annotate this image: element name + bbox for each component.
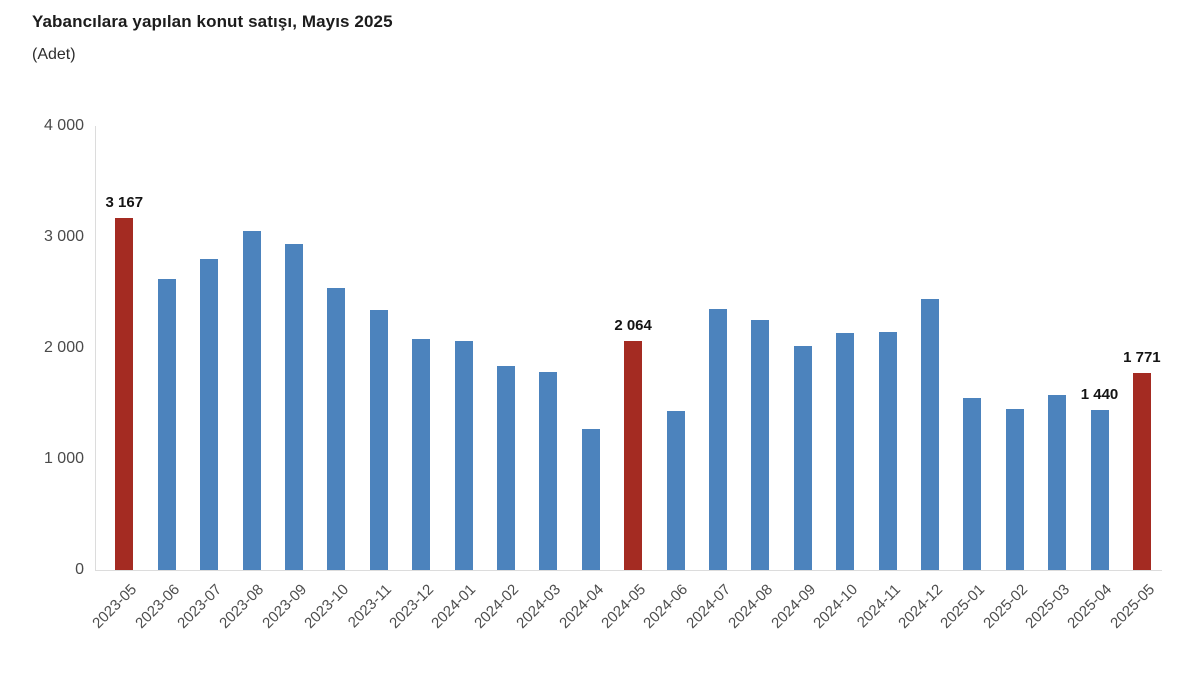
x-axis-tick-label: 2024-02 — [470, 581, 522, 632]
x-axis-tick-label: 2025-02 — [979, 581, 1031, 632]
bar-2023-07[interactable] — [200, 259, 219, 570]
x-axis-tick-label: 2023-05 — [89, 581, 141, 632]
bar-2025-03[interactable] — [1048, 395, 1067, 570]
x-axis-tick-label: 2023-12 — [386, 581, 438, 632]
x-axis-tick-label: 2023-07 — [174, 581, 226, 632]
bar-2024-11[interactable] — [878, 331, 897, 570]
y-axis-tick-label: 1 000 — [43, 450, 84, 467]
x-axis-tick-label: 2024-09 — [767, 581, 819, 632]
bar-2025-01[interactable] — [963, 398, 982, 570]
chart-title: Yabancılara yapılan konut satışı, Mayıs … — [32, 12, 393, 31]
bar-2024-02[interactable] — [496, 365, 515, 570]
x-axis-tick-label: 2025-04 — [1064, 581, 1116, 632]
x-axis-tick-label: 2024-05 — [598, 581, 650, 632]
x-axis-tick-label: 2024-06 — [640, 581, 692, 632]
data-label-2024-05: 2 064 — [614, 316, 652, 334]
bar-2023-12[interactable] — [412, 339, 431, 570]
y-axis-tick-label: 4 000 — [43, 117, 84, 134]
x-axis-tick-label: 2024-01 — [428, 581, 480, 632]
x-axis-tick-label: 2024-10 — [810, 581, 862, 632]
x-axis-tick-label: 2025-01 — [937, 581, 989, 632]
x-axis-tick-label: 2024-07 — [682, 581, 734, 632]
bar-2023-11[interactable] — [369, 310, 388, 570]
bar-2025-02[interactable] — [1005, 408, 1024, 570]
x-axis-tick-label: 2023-10 — [301, 581, 353, 632]
data-label-2025-04: 1 440 — [1080, 386, 1119, 404]
bar-2024-08[interactable] — [751, 319, 770, 570]
y-axis-tick-label: 0 — [75, 561, 84, 578]
bar-2023-10[interactable] — [327, 288, 346, 570]
bar-2023-05[interactable] — [115, 218, 134, 570]
x-axis-tick-label: 2025-03 — [1022, 581, 1074, 632]
x-axis-tick-label: 2023-06 — [131, 581, 183, 632]
bar-2024-06[interactable] — [666, 410, 685, 570]
x-axis-tick-label: 2025-05 — [1106, 581, 1158, 632]
x-axis-tick-label: 2023-11 — [344, 581, 395, 632]
x-axis-tick-label: 2024-11 — [853, 581, 904, 632]
bar-2024-09[interactable] — [793, 345, 812, 570]
bar-2024-01[interactable] — [454, 341, 473, 570]
bar-2025-04[interactable] — [1090, 410, 1109, 570]
bar-2023-09[interactable] — [284, 243, 303, 570]
x-axis-tick-label: 2024-12 — [894, 581, 946, 632]
x-axis-tick-label: 2023-08 — [216, 581, 268, 632]
plot-area: 0 1 000 2 000 3 000 4 000 3 167 2023-05 2023-06… — [44, 117, 1162, 632]
bar-2025-05[interactable] — [1132, 373, 1151, 570]
chart-subtitle: (Adet) — [32, 46, 76, 63]
y-axis-tick-label: 2 000 — [43, 339, 84, 356]
bar-2024-10[interactable] — [836, 333, 855, 570]
x-axis-tick-label: 2023-09 — [258, 581, 310, 632]
bar-2024-05[interactable] — [624, 340, 643, 570]
bar-2024-07[interactable] — [708, 309, 727, 570]
bar-2023-08[interactable] — [242, 230, 261, 570]
bar-2024-12[interactable] — [920, 299, 939, 570]
y-axis-tick-label: 3 000 — [43, 228, 84, 245]
bar-2023-06[interactable] — [157, 278, 176, 570]
x-axis-tick-label: 2024-03 — [513, 581, 565, 632]
bar-2024-04[interactable] — [581, 428, 600, 570]
x-axis-tick-label: 2024-04 — [555, 581, 607, 632]
data-label-2023-05: 3 167 — [105, 194, 144, 212]
bar-2024-03[interactable] — [539, 372, 558, 570]
x-axis-tick-label: 2024-08 — [725, 581, 777, 632]
data-label-2025-05: 1 771 — [1123, 349, 1161, 367]
